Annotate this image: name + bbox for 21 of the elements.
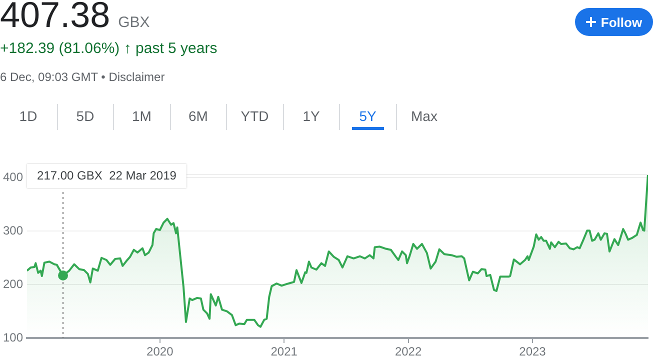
text: Max [410,108,438,126]
y-tick-label: 400 [2,170,24,184]
y-tick-label: 100 [2,330,24,344]
text: 6 Dec, 09:03 GMT • Disclaimer [0,70,165,84]
x-tick-label: 2021 [270,344,298,358]
x-tick-label: 2020 [146,344,174,358]
text: 6M [188,108,209,126]
x-tick-label: 2023 [519,344,546,358]
text: 1Y [302,108,321,126]
y-tick-label: 200 [2,276,24,291]
text: Follow [600,14,642,30]
x-tick-label: 2022 [394,344,422,358]
chart-title: 407.38 GBX [0,0,150,35]
text: 1M [131,108,152,126]
text: 1D [18,108,38,126]
chart-subtitle: +182.39 (81.06%) ↑ past 5 years [0,40,218,57]
annotation: 217.00 GBX 22 Mar 2019 [37,168,177,182]
text: 5D [75,108,96,126]
text: YTD [240,108,270,126]
y-tick-label: 300 [2,223,24,238]
text: 5Y [352,108,384,130]
